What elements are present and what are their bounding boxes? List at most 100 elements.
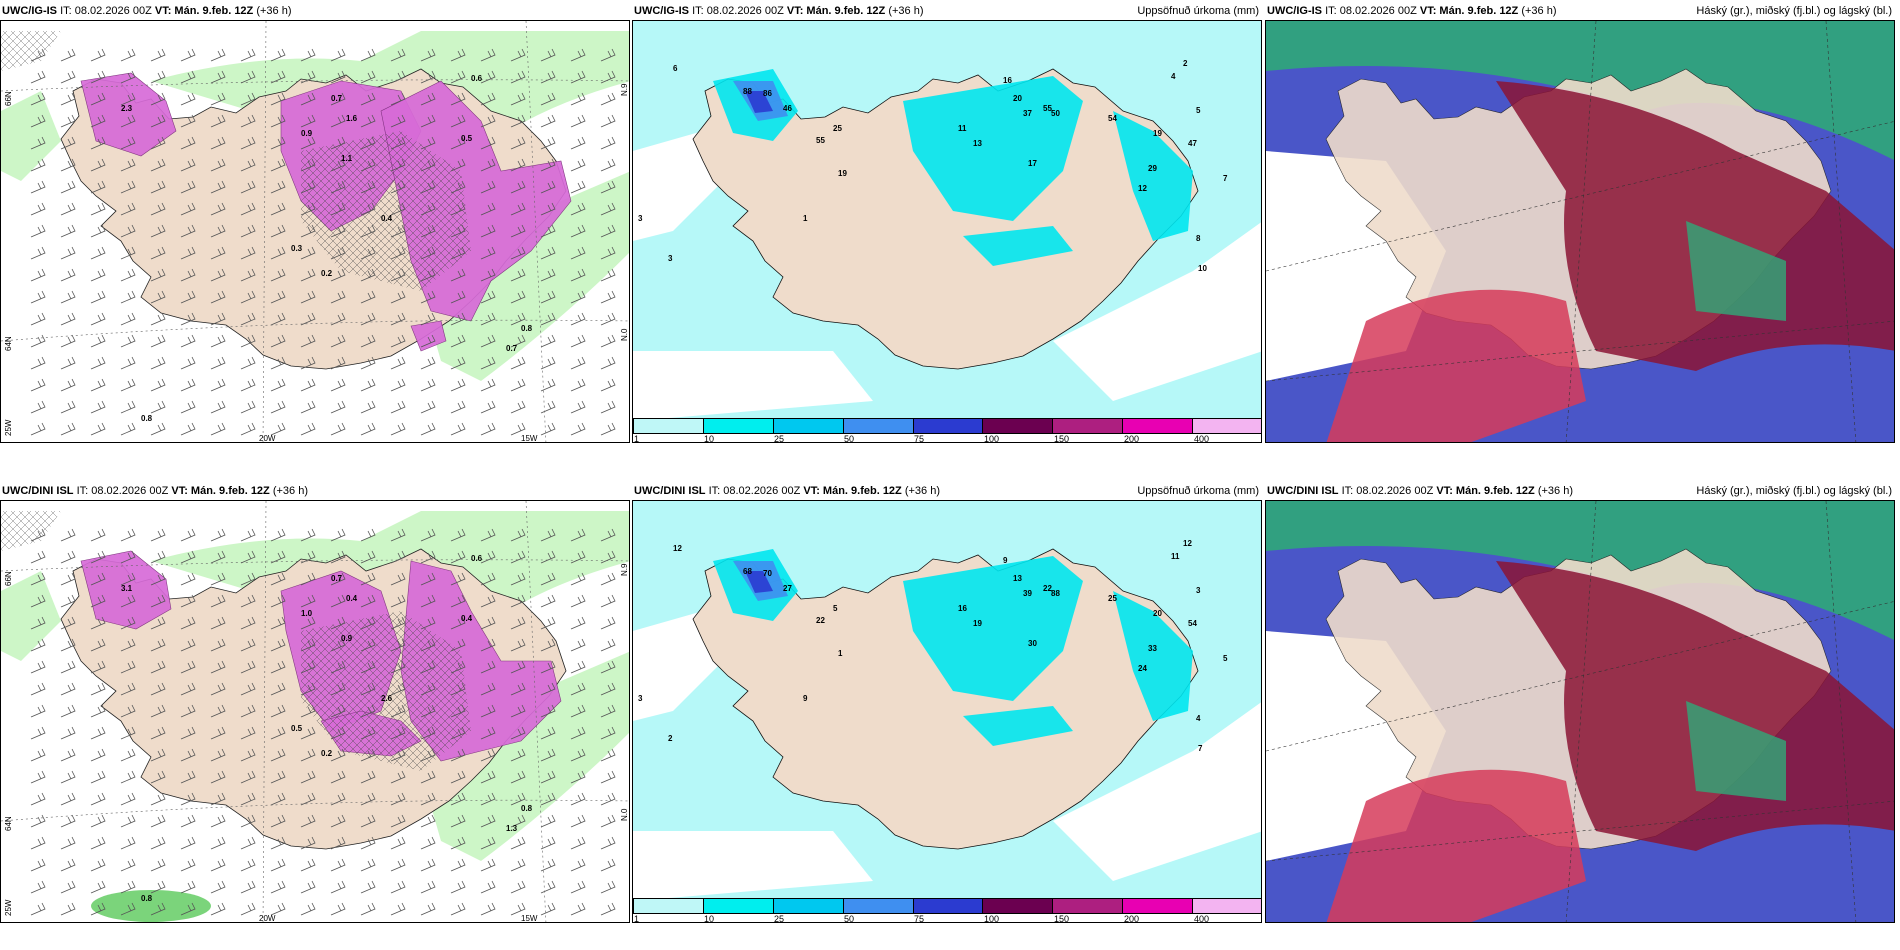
precip-value: 39: [1023, 589, 1032, 598]
colorbar-label: 200: [1124, 914, 1140, 923]
cloud-panel-row2: UWC/DINI ISL IT: 08.02.2026 00Z VT: Mán.…: [1265, 480, 1895, 923]
precip-value: 10: [1198, 264, 1207, 273]
snow-value: 0.4: [461, 614, 473, 623]
wind-barbs: [30, 48, 616, 436]
cloud-high-area: [1686, 701, 1786, 801]
lat-label: N.9: [620, 83, 629, 96]
colorbar-label: 50: [844, 914, 855, 923]
colorbar-label: 150: [1054, 434, 1070, 443]
snow-value: 0.2: [321, 269, 333, 278]
precip-map[interactable]: 6 16 2 4 5 7 8 10 12 29 19 47 54 55 20 11 13 17 37 50 86 88 46…: [632, 20, 1262, 443]
cloud-map[interactable]: [1265, 500, 1895, 923]
lat-label: 64N: [4, 336, 13, 351]
cloud-mid-area: [1326, 769, 1586, 922]
colorbar-cell: [703, 899, 774, 913]
snow-value: 2.6: [381, 694, 393, 703]
no-precip-area: [1053, 702, 1261, 881]
snow-value: 0.6: [471, 554, 483, 563]
lat-label: 64N: [4, 816, 13, 831]
colorbar-cell: [703, 419, 774, 433]
panel-title: Háský (gr.), miðský (fj.bl.) og lágský (…: [1696, 5, 1892, 17]
cloud-map[interactable]: [1265, 20, 1895, 443]
precip-value: 27: [783, 584, 792, 593]
colorbar-label: 1: [634, 434, 640, 443]
snow-green-area: [421, 171, 629, 381]
snow-value: 1.1: [341, 154, 353, 163]
precip-panel-row1: UWC/IG-IS IT: 08.02.2026 00Z VT: Mán. 9.…: [632, 0, 1262, 443]
precip-value: 5: [1196, 106, 1201, 115]
precip-value: 33: [1148, 644, 1157, 653]
snow-value: 0.2: [321, 749, 333, 758]
colorbar-cell: [913, 419, 984, 433]
precip-value: 1: [803, 214, 808, 223]
precip-area: [963, 706, 1073, 746]
colorbar-label: 1: [634, 914, 640, 923]
colorbar-label: 25: [774, 914, 785, 923]
colorbar-label: 75: [914, 914, 925, 923]
lat-label: 25W: [4, 899, 13, 916]
precip-value: 4: [1171, 72, 1176, 81]
precip-value: 13: [973, 139, 982, 148]
colorbar-label: 100: [984, 914, 1000, 923]
precip-value: 3: [668, 254, 673, 263]
snow-map[interactable]: 66N 64N 25W 20W 15W N.9 N.0 0.7 0.6 0.4 0.8 1.3 1.0 0…: [0, 500, 630, 923]
precip-value: 7: [1198, 744, 1203, 753]
precip-value: 68: [743, 567, 752, 576]
snow-pink-area: [80, 550, 172, 630]
precip-value: 19: [1153, 129, 1162, 138]
snow-value: 0.3: [291, 244, 303, 253]
precip-value: 88: [1051, 589, 1060, 598]
snow-value: 1.3: [506, 824, 518, 833]
iceland-land: [692, 548, 1199, 850]
lat-label: N.0: [620, 328, 629, 341]
colorbar-cell: [1193, 899, 1261, 913]
precip-value: 22: [1043, 584, 1052, 593]
snow-map[interactable]: 66N 64N 25W 20W 15W N.9 N.0 0.7 0.6 0.5 0.8 0.7 0.9 1…: [0, 20, 630, 443]
precip-value: 11: [958, 124, 967, 133]
precip-area: [903, 556, 1083, 701]
precip-value: 4: [1196, 714, 1201, 723]
snow-value: 0.6: [471, 74, 483, 83]
precip-value: 19: [973, 619, 982, 628]
precip-value: 12: [673, 544, 682, 553]
precip-value: 2: [668, 734, 673, 743]
panel-title: Háský (gr.), miðský (fj.bl.) og lágský (…: [1696, 485, 1892, 497]
snow-value: 0.4: [381, 214, 393, 223]
precip-value: 8: [1196, 234, 1201, 243]
snow-green-area: [91, 890, 211, 922]
colorbar-cell: [634, 419, 704, 433]
colorbar-label: 10: [704, 434, 715, 443]
precip-value: 12: [1138, 184, 1147, 193]
colorbar-cell: [1053, 419, 1124, 433]
lat-label: 66N: [4, 91, 13, 106]
lon-label: 20W: [259, 434, 276, 443]
precip-value: 54: [1188, 619, 1197, 628]
colorbar-cell: [983, 419, 1054, 433]
precip-value: 55: [1043, 104, 1052, 113]
lat-label: N.9: [620, 563, 629, 576]
hatched-area: [301, 131, 471, 291]
colorbar-cell: [913, 899, 984, 913]
no-precip-area: [633, 131, 723, 241]
snow-pink-area: [410, 320, 447, 352]
precip-value: 22: [816, 616, 825, 625]
snow-value: 2.3: [121, 104, 133, 113]
panel-header: UWC/DINI ISL IT: 08.02.2026 00Z VT: Mán.…: [1267, 485, 1574, 497]
snow-green-area: [421, 651, 629, 861]
colorbar-label: 400: [1194, 434, 1210, 443]
snow-value: 0.7: [331, 574, 343, 583]
snow-green-area: [1, 91, 61, 181]
precip-area: [1113, 111, 1193, 241]
no-precip-area: [633, 351, 873, 421]
snow-value: 0.5: [461, 134, 473, 143]
lat-lon-grid: [1, 21, 629, 442]
lat-label: 25W: [4, 419, 13, 436]
precip-panel-row2: UWC/DINI ISL IT: 08.02.2026 00Z VT: Mán.…: [632, 480, 1262, 923]
colorbar-cell: [1193, 419, 1261, 433]
precip-map[interactable]: 12 9 12 11 3 5 4 7 24 33 20 54 25 22 13 16 19 30 39 88 70 68 2…: [632, 500, 1262, 923]
precip-value: 7: [1223, 174, 1228, 183]
colorbar-cell: [1123, 899, 1194, 913]
snow-pink-area: [80, 72, 177, 157]
hatched-area: [1, 511, 61, 551]
colorbar-cell: [983, 899, 1054, 913]
